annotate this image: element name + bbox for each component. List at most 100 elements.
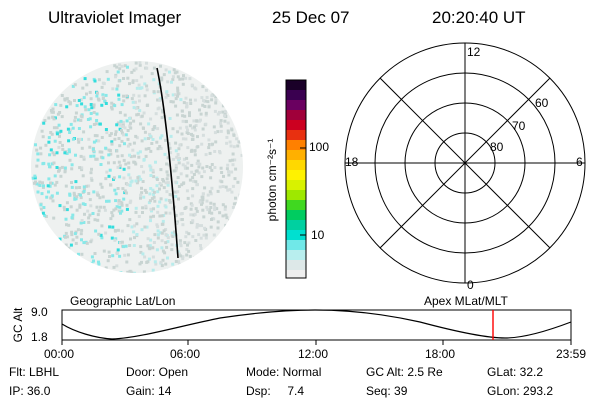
- speckle: [163, 251, 167, 255]
- speckle: [136, 151, 140, 155]
- speckle: [167, 268, 171, 272]
- speckle: [159, 197, 163, 201]
- speckle: [126, 137, 130, 141]
- speckle: [207, 105, 211, 109]
- speckle: [95, 157, 99, 161]
- info-ip: IP: 36.0: [9, 384, 51, 398]
- speckle: [64, 217, 68, 221]
- speckle: [135, 79, 139, 83]
- speckle: [78, 166, 82, 170]
- speckle: [159, 64, 162, 68]
- speckle: [213, 131, 217, 135]
- speckle: [190, 170, 194, 174]
- speckle: [225, 224, 229, 228]
- speckle: [216, 130, 220, 134]
- speckle: [108, 134, 112, 137]
- speckle: [65, 97, 69, 101]
- speckle: [160, 134, 164, 138]
- orbit-y-axis-label: GC Alt: [11, 307, 25, 343]
- speckle: [80, 146, 84, 150]
- speckle: [93, 252, 97, 255]
- speckle: [194, 180, 198, 184]
- speckle: [132, 93, 136, 97]
- speckle: [41, 135, 45, 139]
- speckle: [204, 153, 208, 157]
- speckle: [101, 195, 105, 199]
- speckle: [204, 236, 208, 240]
- speckle: [114, 75, 117, 79]
- speckle: [110, 101, 114, 105]
- speckle: [228, 219, 232, 222]
- speckle: [120, 154, 124, 158]
- speckle: [201, 250, 205, 254]
- speckle: [97, 209, 101, 213]
- speckle: [133, 236, 136, 240]
- speckle: [90, 255, 94, 259]
- speckle: [214, 95, 218, 99]
- speckle: [134, 61, 138, 65]
- speckle: [131, 148, 135, 152]
- speckle: [230, 170, 234, 174]
- speckle: [70, 185, 74, 189]
- speckle: [161, 178, 165, 181]
- speckle: [176, 156, 180, 160]
- speckle: [83, 203, 87, 206]
- speckle: [132, 230, 136, 234]
- speckle: [110, 140, 114, 144]
- speckle: [74, 111, 78, 115]
- speckle: [226, 121, 230, 125]
- speckle: [49, 196, 53, 200]
- speckle: [95, 191, 99, 195]
- speckle: [61, 143, 64, 147]
- speckle: [86, 118, 90, 121]
- speckle: [185, 166, 189, 170]
- speckle: [132, 106, 136, 110]
- speckle: [94, 229, 98, 233]
- speckle: [87, 192, 91, 195]
- speckle: [187, 259, 191, 263]
- speckle: [69, 243, 73, 247]
- speckle: [126, 270, 130, 273]
- speckle: [154, 160, 157, 164]
- speckle: [100, 85, 104, 89]
- speckle: [182, 157, 186, 161]
- speckle: [213, 208, 217, 211]
- speckle: [186, 243, 189, 247]
- speckle: [174, 97, 178, 101]
- speckle: [183, 114, 187, 118]
- speckle: [87, 108, 91, 112]
- speckle: [65, 152, 69, 155]
- speckle: [117, 79, 121, 83]
- speckle: [126, 76, 130, 80]
- speckle: [108, 255, 111, 258]
- speckle: [109, 217, 113, 221]
- speckle: [132, 271, 136, 273]
- speckle: [171, 235, 175, 238]
- speckle: [140, 191, 144, 195]
- speckle: [93, 218, 97, 222]
- speckle: [236, 144, 240, 148]
- speckle: [151, 246, 155, 250]
- speckle: [122, 99, 126, 103]
- speckle: [63, 166, 67, 170]
- speckle: [90, 167, 93, 171]
- speckle: [69, 122, 73, 126]
- speckle: [93, 79, 97, 83]
- speckle: [145, 88, 149, 92]
- speckle: [117, 93, 121, 97]
- speckle: [156, 229, 160, 233]
- speckle: [210, 94, 214, 98]
- orbit-xtick-0000: 00:00: [44, 347, 75, 361]
- speckle: [100, 236, 104, 240]
- speckle: [34, 143, 37, 147]
- speckle: [68, 158, 72, 162]
- speckle: [192, 179, 196, 183]
- speckle: [46, 184, 50, 188]
- speckle: [234, 167, 238, 171]
- speckle: [201, 195, 205, 199]
- speckle: [135, 181, 139, 185]
- speckle: [214, 140, 218, 144]
- speckle: [232, 145, 236, 149]
- speckle: [99, 205, 103, 209]
- speckle: [188, 254, 192, 258]
